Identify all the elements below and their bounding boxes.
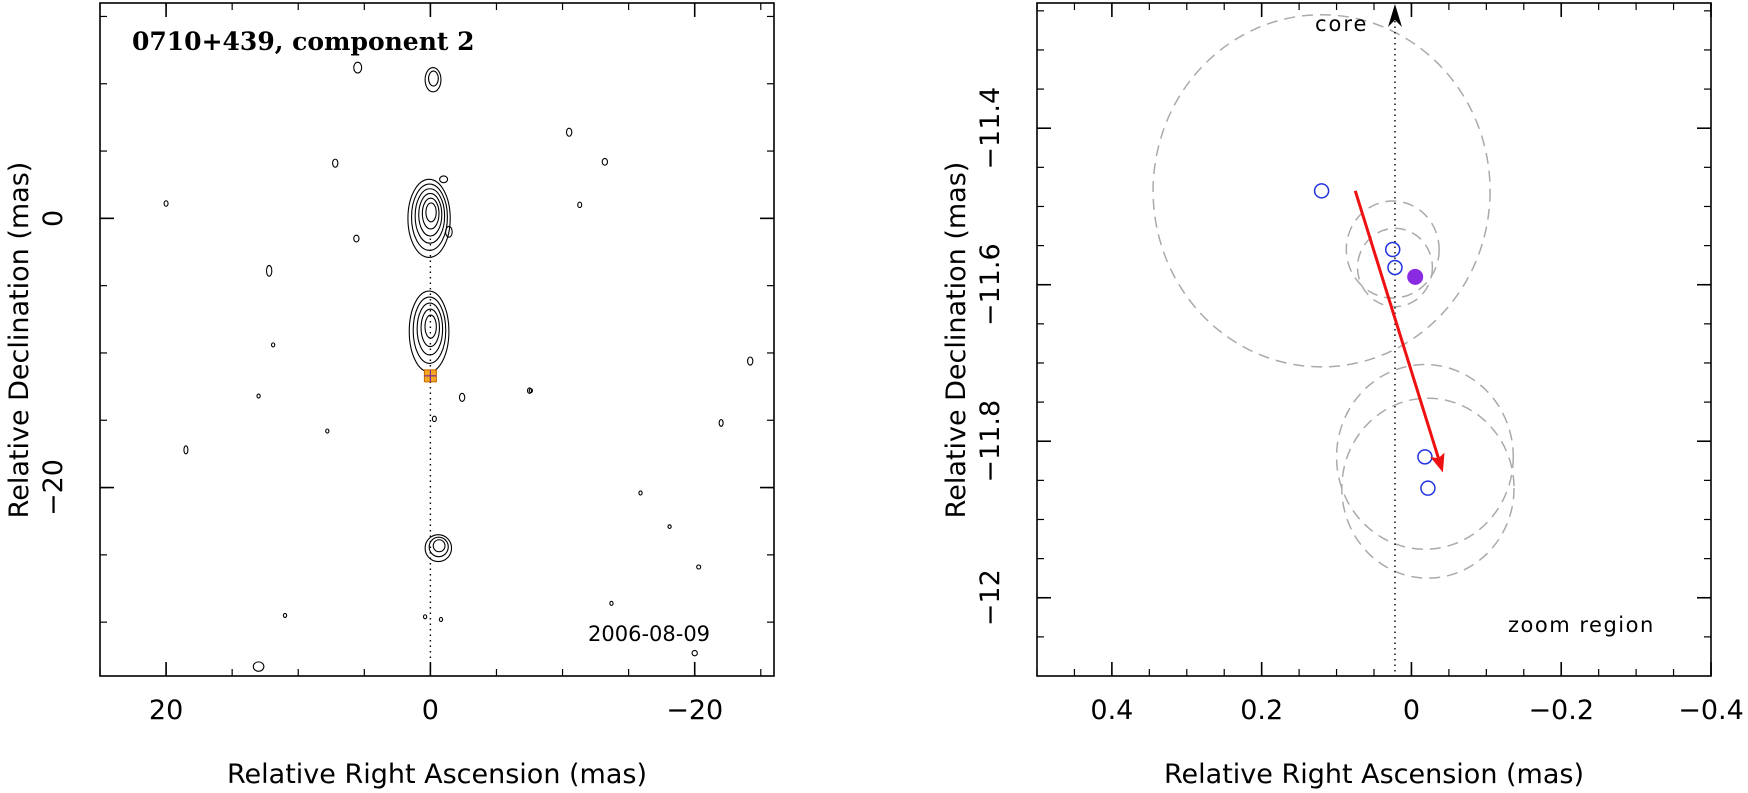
contour-level xyxy=(420,308,441,348)
contour-level xyxy=(439,175,449,184)
left-x-axis-label: Relative Right Ascension (mas) xyxy=(227,759,647,790)
x-tick-label: 0.2 xyxy=(1240,695,1283,726)
contour-level xyxy=(428,536,449,558)
right-axis-ticks: 0.4 0.2 0 −0.2 −0.4 −11.4 −11.6 −11.8 −12 xyxy=(975,3,1744,726)
contour-level xyxy=(265,264,273,277)
uncertainty-circle xyxy=(1335,363,1515,550)
contour-level xyxy=(421,197,440,230)
x-tick-label: 0 xyxy=(422,695,439,726)
contour-level xyxy=(718,419,724,427)
contour-level xyxy=(601,157,609,166)
contour-level xyxy=(565,127,573,137)
uncertainty-circle xyxy=(1345,200,1440,299)
observation-date: 2006-08-09 xyxy=(588,622,710,646)
contour-level xyxy=(332,158,339,168)
contour-level xyxy=(424,534,453,563)
x-tick-label: −20 xyxy=(666,695,723,726)
contour-level xyxy=(428,70,439,87)
contour-level xyxy=(256,393,261,399)
component-position-point xyxy=(1420,480,1436,496)
component-position-point xyxy=(1384,241,1401,258)
uncertainty-circles xyxy=(1152,13,1515,579)
contour-level xyxy=(638,490,643,496)
contour-level xyxy=(667,524,672,529)
y-tick-label: −11.6 xyxy=(975,243,1006,326)
right-x-axis-label: Relative Right Ascension (mas) xyxy=(1164,759,1584,790)
left-plot-title: 0710+439, component 2 xyxy=(132,27,475,56)
x-tick-label: 0 xyxy=(1403,695,1420,726)
right-y-axis-label: Relative Declination (mas) xyxy=(941,162,972,519)
zoom-region-label: zoom region xyxy=(1508,613,1655,637)
uncertainty-circle xyxy=(1152,13,1491,368)
contour-level xyxy=(183,445,189,455)
y-tick-label: −20 xyxy=(38,459,69,516)
left-y-axis-label: Relative Declination (mas) xyxy=(4,162,35,519)
contour-level xyxy=(410,183,448,251)
x-tick-label: 20 xyxy=(149,695,183,726)
contour-level xyxy=(526,387,533,394)
contour-level xyxy=(445,225,453,238)
contour-level xyxy=(353,61,363,74)
contour-layer xyxy=(163,61,754,672)
uncertainty-circle xyxy=(1341,397,1515,579)
contour-level xyxy=(353,234,360,243)
contour-level xyxy=(282,612,288,618)
motion-arrow-head xyxy=(1430,452,1445,473)
contour-level xyxy=(747,356,754,366)
component-position-point xyxy=(1313,183,1330,199)
core-arrowhead xyxy=(1387,4,1402,27)
contour-level xyxy=(528,388,533,394)
contour-level xyxy=(414,188,446,244)
y-tick-label: −11.8 xyxy=(975,400,1006,483)
contour-level xyxy=(431,415,437,423)
contour-level xyxy=(438,616,444,623)
uncertainty-circle xyxy=(1356,227,1434,308)
contour-level xyxy=(407,178,451,258)
contour-level xyxy=(422,614,428,620)
contour-level xyxy=(270,342,276,348)
motion-arrow-shaft xyxy=(1353,190,1440,459)
right-plot-frame xyxy=(1036,2,1712,677)
component-positions xyxy=(1313,183,1436,496)
contour-level xyxy=(577,201,583,209)
y-tick-label: 0 xyxy=(38,210,69,227)
core-label: core xyxy=(1315,12,1369,36)
component-position-point xyxy=(1387,259,1403,276)
contour-level xyxy=(424,67,442,93)
left-axis-ticks: 20 0 −20 0 −20 xyxy=(38,3,774,726)
contour-level xyxy=(696,564,702,570)
contour-level xyxy=(163,200,169,207)
contour-level xyxy=(412,296,447,364)
left-plot-frame xyxy=(99,2,775,677)
x-tick-label: 0.4 xyxy=(1090,695,1133,726)
mean-position-point xyxy=(1407,268,1424,285)
contour-level xyxy=(609,600,614,606)
component-marker xyxy=(423,369,437,383)
y-tick-label: −11.4 xyxy=(975,87,1006,170)
contour-level xyxy=(418,192,443,237)
contour-level xyxy=(458,392,466,402)
motion-arrow xyxy=(1353,190,1445,473)
component-position-point xyxy=(1417,449,1433,465)
contour-level xyxy=(432,539,446,553)
x-tick-label: −0.2 xyxy=(1528,695,1594,726)
contour-level xyxy=(252,661,265,672)
y-tick-label: −12 xyxy=(975,569,1006,626)
x-tick-label: −0.4 xyxy=(1678,695,1744,726)
contour-level xyxy=(425,202,437,223)
contour-level xyxy=(691,649,698,657)
right-panel-zoom: 0.4 0.2 0 −0.2 −0.4 −11.4 −11.6 −11.8 −12 core z… xyxy=(941,2,1744,790)
contour-level xyxy=(325,428,330,434)
left-panel-contour-map: 20 0 −20 0 −20 0710+439, component 2 2006-08… xyxy=(4,2,775,790)
